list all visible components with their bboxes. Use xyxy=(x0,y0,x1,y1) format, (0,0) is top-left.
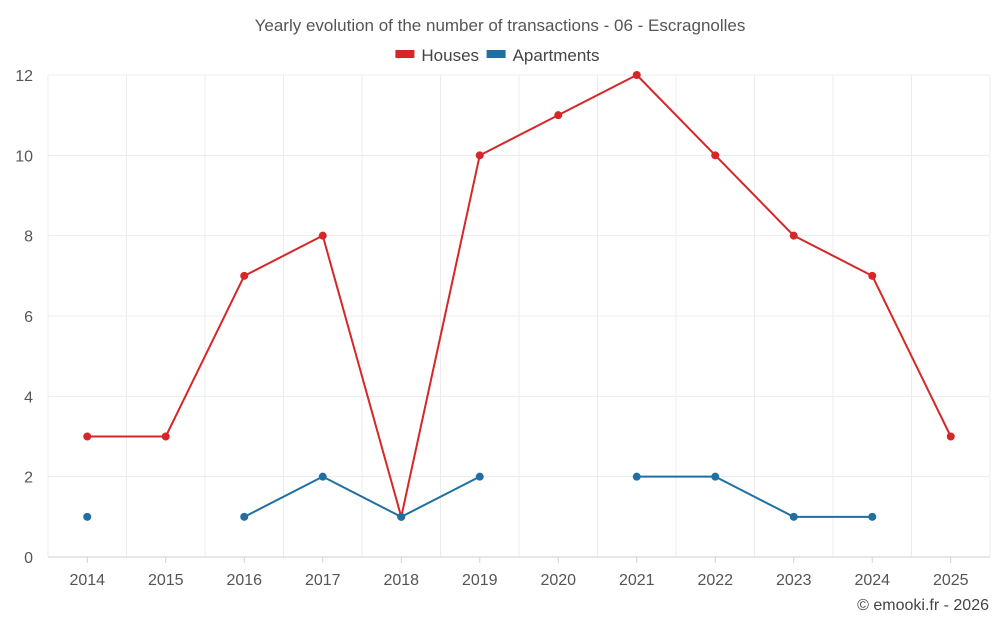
y-tick-label: 0 xyxy=(24,550,33,567)
y-tick-label: 8 xyxy=(24,229,33,246)
legend-swatch xyxy=(395,50,415,58)
data-point[interactable] xyxy=(475,151,484,160)
data-point[interactable] xyxy=(711,151,720,160)
y-tick-label: 2 xyxy=(24,470,33,487)
y-tick-label: 12 xyxy=(15,68,33,85)
x-tick-label: 2018 xyxy=(383,572,419,589)
x-tick-label: 2019 xyxy=(462,572,498,589)
data-point[interactable] xyxy=(83,512,92,521)
legend: Houses Apartments xyxy=(395,46,600,65)
series-layer xyxy=(83,71,955,521)
axes: 0 2 4 6 8 10 12 2014 2015 2016 2017 2018 2019 2020 202… xyxy=(15,68,990,589)
x-tick-label: 2021 xyxy=(619,572,655,589)
series-line-segment xyxy=(871,274,952,438)
data-point[interactable] xyxy=(711,472,720,481)
series-line-segment xyxy=(400,154,481,518)
data-point[interactable] xyxy=(789,512,798,521)
series-line-segment xyxy=(635,74,717,157)
credit-text: © emooki.fr - 2026 xyxy=(857,597,989,614)
series-line-segment xyxy=(714,475,795,518)
series-houses xyxy=(83,71,955,521)
data-point[interactable] xyxy=(868,512,877,521)
series-line-segment xyxy=(714,154,795,237)
data-point[interactable] xyxy=(946,432,955,441)
x-tick-label: 2022 xyxy=(697,572,733,589)
y-tick-label: 10 xyxy=(15,148,33,165)
data-point[interactable] xyxy=(240,271,249,280)
x-tick-label: 2014 xyxy=(69,572,105,589)
series-line-segment xyxy=(243,475,324,518)
y-tick-label: 4 xyxy=(24,389,33,406)
series-line-segment xyxy=(321,234,403,518)
x-tick-label: 2015 xyxy=(148,572,184,589)
legend-item-houses[interactable]: Houses xyxy=(395,46,479,65)
legend-swatch xyxy=(486,50,506,58)
series-line-segment xyxy=(243,234,324,277)
series-line-segment xyxy=(478,114,560,157)
x-tick-label: 2020 xyxy=(540,572,576,589)
series-line-segment xyxy=(164,274,246,438)
legend-label: Houses xyxy=(421,46,479,65)
x-tick-label: 2025 xyxy=(933,572,969,589)
y-tick-label: 6 xyxy=(24,309,33,326)
series-line-segment xyxy=(557,74,638,117)
data-point[interactable] xyxy=(632,71,641,79)
data-point[interactable] xyxy=(161,432,170,441)
data-point[interactable] xyxy=(240,512,249,521)
data-point[interactable] xyxy=(632,472,641,481)
data-point[interactable] xyxy=(789,231,798,240)
series-line-segment xyxy=(792,234,874,277)
x-tick-label: 2017 xyxy=(305,572,341,589)
grid-lines xyxy=(47,74,991,557)
legend-label: Apartments xyxy=(513,46,600,65)
x-tick-label: 2023 xyxy=(776,572,812,589)
data-point[interactable] xyxy=(554,111,563,120)
data-point[interactable] xyxy=(868,271,877,280)
series-apartments xyxy=(83,472,877,521)
data-point[interactable] xyxy=(397,512,406,521)
x-tick-label: 2024 xyxy=(854,572,890,589)
data-point[interactable] xyxy=(318,472,327,481)
data-point[interactable] xyxy=(318,231,327,240)
series-line-segment xyxy=(321,475,403,518)
legend-item-apartments[interactable]: Apartments xyxy=(486,46,600,65)
data-point[interactable] xyxy=(475,472,484,481)
data-point[interactable] xyxy=(83,432,92,441)
series-line-segment xyxy=(400,475,481,518)
chart-title: Yearly evolution of the number of transa… xyxy=(255,16,746,35)
x-tick-label: 2016 xyxy=(226,572,262,589)
